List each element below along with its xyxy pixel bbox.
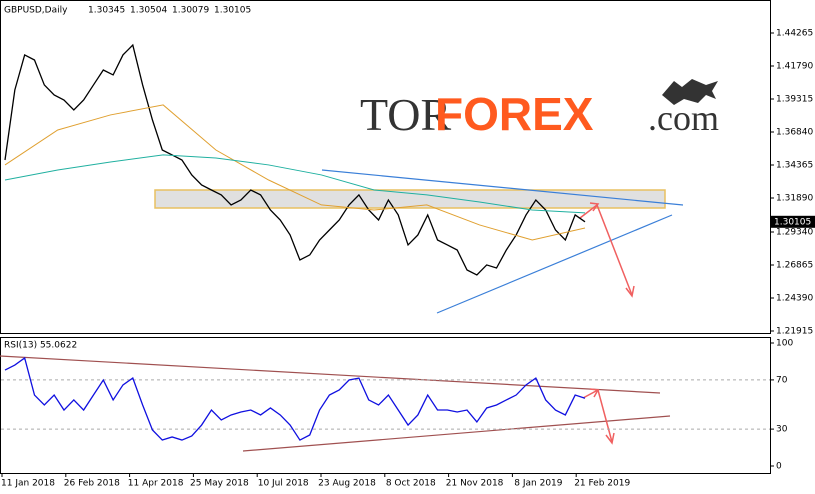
- y-tick-label: 1.26865: [776, 261, 813, 271]
- price-tag: [770, 215, 815, 228]
- logo-text: FOREX: [435, 88, 594, 140]
- y-tick-label: 30: [776, 425, 788, 435]
- y-tick-label: 1.29340: [776, 228, 813, 238]
- y-tick-label: 70: [776, 375, 788, 385]
- price-tag-label: 1.30105: [774, 217, 811, 227]
- x-tick-label: 23 Aug 2018: [318, 479, 376, 489]
- header-value: 1.30504: [130, 6, 167, 16]
- x-tick-label: 21 Feb 2019: [574, 479, 630, 489]
- y-tick-label: 100: [776, 339, 793, 349]
- rsi-trend-line: [242, 415, 671, 452]
- x-tick-label: 26 Feb 2018: [64, 479, 120, 489]
- rsi-trend-line: [0, 355, 661, 394]
- x-tick-label: 11 Apr 2018: [128, 479, 184, 489]
- y-tick-label: 1.34365: [776, 161, 813, 171]
- y-tick-label: 1.21915: [776, 327, 813, 337]
- trend-line: [436, 214, 673, 314]
- header-value: 1.30079: [172, 6, 209, 16]
- x-tick-label: 25 May 2018: [190, 479, 249, 489]
- rsi-panel: [0, 337, 771, 474]
- logo-text: .com: [648, 98, 719, 138]
- y-tick-label: 1.24390: [776, 294, 813, 304]
- trend-line: [321, 169, 684, 206]
- series-line: [4, 43, 586, 276]
- x-tick-label: 8 Jan 2019: [514, 479, 562, 489]
- series-line: [4, 154, 586, 214]
- logo-text: TOR: [360, 89, 451, 140]
- y-tick-label: 1.31890: [776, 194, 813, 204]
- x-tick-label: 10 Jul 2018: [258, 479, 309, 489]
- forecast-arrows: [579, 202, 635, 445]
- resistance-zone: [154, 189, 666, 209]
- y-tick-label: 1.44265: [776, 29, 813, 39]
- x-tick-label: 21 Nov 2018: [446, 479, 504, 489]
- x-tick-label: 8 Oct 2018: [386, 479, 436, 489]
- y-tick-label: 1.39315: [776, 95, 813, 105]
- y-tick-label: 1.41790: [776, 62, 813, 72]
- series-line: [4, 104, 586, 241]
- y-tick-label: 1.36840: [776, 128, 813, 138]
- rsi-title: RSI(13) 55.0622: [4, 341, 77, 351]
- series-line: [4, 356, 586, 441]
- header-value: 1.30345: [88, 6, 125, 16]
- price-panel: [0, 0, 771, 334]
- y-tick-label: 0: [776, 462, 782, 472]
- header-value: 1.30105: [214, 6, 251, 16]
- symbol-title: GBPUSD,Daily: [4, 6, 68, 16]
- x-tick-label: 11 Jan 2018: [1, 479, 55, 489]
- logo: TOR FOREX .com: [360, 79, 719, 140]
